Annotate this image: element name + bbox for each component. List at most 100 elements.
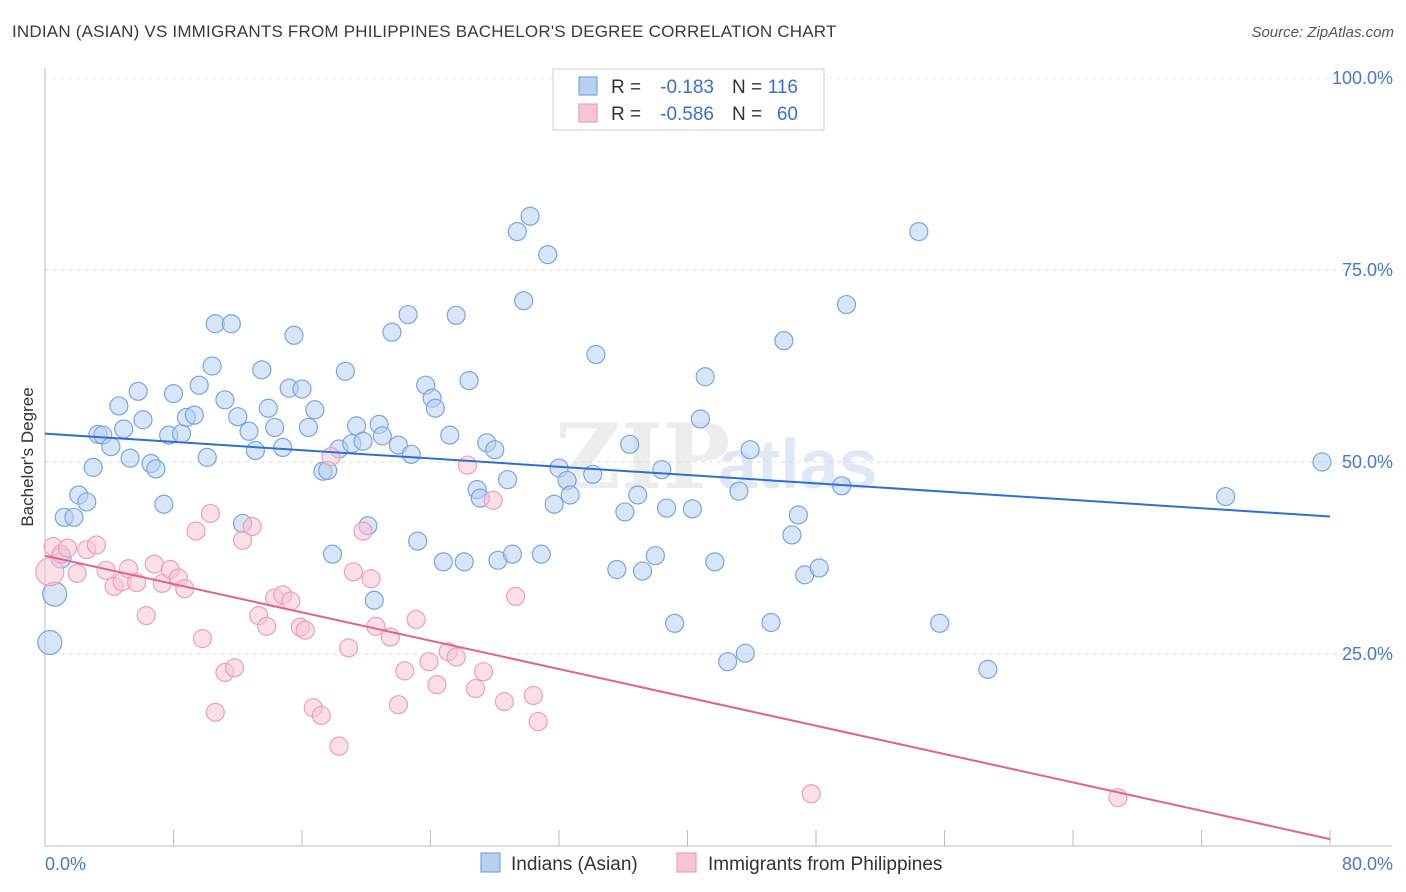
indians-point-15 xyxy=(133,410,153,430)
indians-point-98 xyxy=(705,552,725,572)
indians-point-100 xyxy=(729,481,749,501)
philippines-point-52 xyxy=(473,662,494,682)
legend-r-value-indians: -0.183 xyxy=(660,77,714,98)
indians-point-58 xyxy=(401,444,421,464)
trend-lines xyxy=(44,432,1331,841)
indians-point-21 xyxy=(171,423,192,444)
philippines-point-0 xyxy=(35,557,65,587)
watermark: ZIP atlas xyxy=(555,404,878,510)
indians-point-28 xyxy=(215,390,235,410)
indians-point-62 xyxy=(425,398,445,418)
philippines-point-57 xyxy=(528,711,548,732)
y-axis-label: Bachelor's Degree xyxy=(18,387,37,526)
indians-point-18 xyxy=(154,494,174,514)
philippines-point-11 xyxy=(126,572,147,593)
indians-point-93 xyxy=(657,498,677,518)
indians-point-35 xyxy=(258,398,278,418)
indians-point-57 xyxy=(398,304,418,325)
y-tick-label-25: 25.0% xyxy=(1342,644,1393,664)
bottom-legend-swatch-indians xyxy=(480,852,501,873)
indians-point-73 xyxy=(498,470,518,490)
indians-point-63 xyxy=(433,552,453,572)
philippines-point-23 xyxy=(224,658,245,678)
indians-point-20 xyxy=(163,384,184,404)
philippines-point-35 xyxy=(321,447,341,467)
indians-point-112 xyxy=(930,613,950,633)
indians-point-25 xyxy=(197,447,217,467)
indians-point-87 xyxy=(615,502,635,522)
bottom-legend-label-indians: Indians (Asian) xyxy=(511,854,638,875)
indians-point-92 xyxy=(652,460,672,480)
y-tick-label-100: 100.0% xyxy=(1332,68,1393,88)
trend-line-indians xyxy=(44,432,1331,518)
philippines-point-46 xyxy=(419,652,439,672)
philippines-point-43 xyxy=(388,695,408,715)
indians-point-105 xyxy=(782,525,802,545)
series-indians-asian xyxy=(37,206,1332,679)
philippines-point-30 xyxy=(281,591,301,611)
x-tick-label-max: 80.0% xyxy=(1342,854,1393,874)
philippines-point-58 xyxy=(801,784,821,804)
philippines-point-3 xyxy=(57,538,78,558)
indians-point-50 xyxy=(353,431,373,451)
indians-point-79 xyxy=(538,245,558,265)
philippines-point-40 xyxy=(361,569,381,589)
indians-point-99 xyxy=(718,652,738,672)
indians-point-54 xyxy=(372,426,392,446)
correlation-legend: R = -0.183 N = 116 R = -0.586 N = 60 xyxy=(552,68,825,131)
indians-point-77 xyxy=(520,206,540,226)
indians-point-36 xyxy=(265,417,285,438)
indians-point-41 xyxy=(298,417,319,438)
x-axis-ticks xyxy=(44,830,1331,846)
indians-point-88 xyxy=(620,434,640,454)
indians-point-85 xyxy=(586,344,606,365)
philippines-point-50 xyxy=(457,455,478,475)
series-immigrants-philippines xyxy=(35,447,1128,808)
philippines-point-24 xyxy=(232,530,253,550)
indians-point-7 xyxy=(83,457,103,477)
philippines-point-51 xyxy=(465,678,486,699)
legend-n-value-indians: 116 xyxy=(768,77,798,98)
indians-point-26 xyxy=(202,356,222,376)
indians-point-75 xyxy=(507,222,527,242)
indians-point-29 xyxy=(221,314,241,334)
indians-point-55 xyxy=(382,322,402,342)
legend-swatch-indians xyxy=(578,76,598,96)
bottom-legend-label-philippines: Immigrants from Philippines xyxy=(708,854,942,875)
philippines-point-21 xyxy=(205,702,225,722)
indians-point-104 xyxy=(774,331,794,351)
indians-point-14 xyxy=(128,381,148,401)
indians-point-6 xyxy=(77,492,97,512)
indians-point-67 xyxy=(459,370,479,391)
philippines-point-4 xyxy=(67,563,87,583)
philippines-point-49 xyxy=(446,647,466,667)
indians-point-74 xyxy=(502,544,523,564)
philippines-point-27 xyxy=(257,616,277,636)
indians-point-71 xyxy=(485,440,505,460)
indians-point-113 xyxy=(978,659,998,679)
indians-point-86 xyxy=(607,559,627,580)
philippines-point-39 xyxy=(353,521,373,541)
philippines-point-47 xyxy=(427,675,447,695)
legend-r-label-philippines: R = xyxy=(611,104,641,125)
indians-point-97 xyxy=(695,367,715,387)
indians-point-13 xyxy=(120,448,140,468)
legend-r-label-indians: R = xyxy=(611,77,641,98)
indians-point-66 xyxy=(454,552,474,572)
philippines-point-20 xyxy=(200,503,221,524)
philippines-point-12 xyxy=(136,605,156,626)
indians-point-40 xyxy=(292,379,312,399)
indians-point-95 xyxy=(682,499,702,519)
y-tick-label-75: 75.0% xyxy=(1342,260,1393,280)
philippines-point-53 xyxy=(483,490,503,510)
x-tick-label-min: 0.0% xyxy=(45,854,86,874)
indians-point-94 xyxy=(665,613,685,633)
indians-point-24 xyxy=(189,375,209,395)
philippines-point-45 xyxy=(406,609,426,630)
legend-box xyxy=(552,68,825,131)
philippines-point-36 xyxy=(329,736,349,756)
legend-n-label-indians: N = xyxy=(732,77,762,98)
indians-point-96 xyxy=(690,409,710,429)
indians-point-111 xyxy=(909,222,929,242)
indians-point-33 xyxy=(245,440,266,461)
